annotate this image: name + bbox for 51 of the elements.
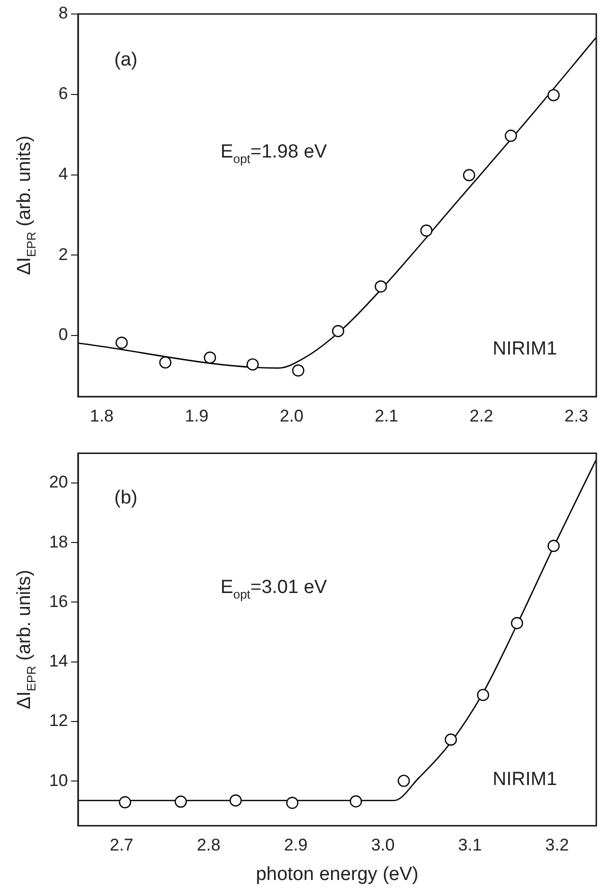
x-tick-label: 3.0 — [371, 836, 395, 855]
point — [476, 688, 490, 702]
x-tick-label: 2.8 — [196, 836, 220, 855]
point — [174, 796, 187, 808]
point — [159, 356, 172, 369]
x-tick-label: 2.3 — [564, 406, 588, 426]
y-axis-title: ΔIEPR (arb. units) — [14, 570, 39, 710]
y-tick-label: 4 — [58, 164, 68, 184]
point — [246, 358, 259, 371]
y-axis-title: ΔIEPR (arb. units) — [14, 136, 39, 276]
x-tick-label: 2.9 — [284, 836, 308, 855]
point — [116, 336, 128, 349]
point — [504, 130, 517, 142]
x-axis-title: photon energy (eV) — [256, 864, 418, 885]
annotation: NIRIM1 — [492, 768, 558, 790]
y-tick-label: 20 — [49, 472, 68, 492]
y-tick-label: 10 — [49, 770, 68, 790]
x-tick-label: 2.7 — [110, 836, 134, 855]
point — [286, 796, 298, 809]
y-tick-label: 16 — [49, 592, 68, 611]
annotation: (b) — [114, 488, 138, 508]
point — [332, 324, 344, 338]
annotation: NIRIM1 — [492, 338, 558, 360]
point — [118, 796, 132, 808]
x-tick-label: 1.8 — [90, 406, 114, 426]
point — [292, 364, 304, 377]
x-tick-label: 1.9 — [184, 406, 208, 426]
point — [350, 795, 362, 808]
y-tick-label: 2 — [58, 244, 68, 264]
point — [398, 774, 410, 787]
y-tick-label: 6 — [58, 84, 68, 104]
point — [374, 280, 387, 293]
y-tick-label: 0 — [58, 325, 68, 344]
x-tick-label: 3.1 — [458, 836, 482, 855]
point — [547, 89, 560, 102]
y-tick-label: 14 — [49, 652, 68, 671]
x-tick-label: 2.1 — [374, 406, 398, 426]
x-tick-label: 2.2 — [470, 406, 494, 426]
y-tick-label: 18 — [49, 532, 68, 552]
point — [463, 169, 476, 182]
annotation: (a) — [114, 50, 138, 71]
point — [548, 540, 560, 552]
x-tick-label: 2.0 — [280, 406, 304, 426]
point — [204, 352, 216, 364]
point — [510, 617, 524, 630]
point — [420, 224, 432, 237]
x-tick-label: 3.2 — [545, 836, 569, 855]
point — [230, 794, 242, 807]
y-tick-label: 12 — [49, 711, 68, 730]
y-tick-label: 8 — [58, 4, 68, 23]
point — [444, 734, 457, 746]
